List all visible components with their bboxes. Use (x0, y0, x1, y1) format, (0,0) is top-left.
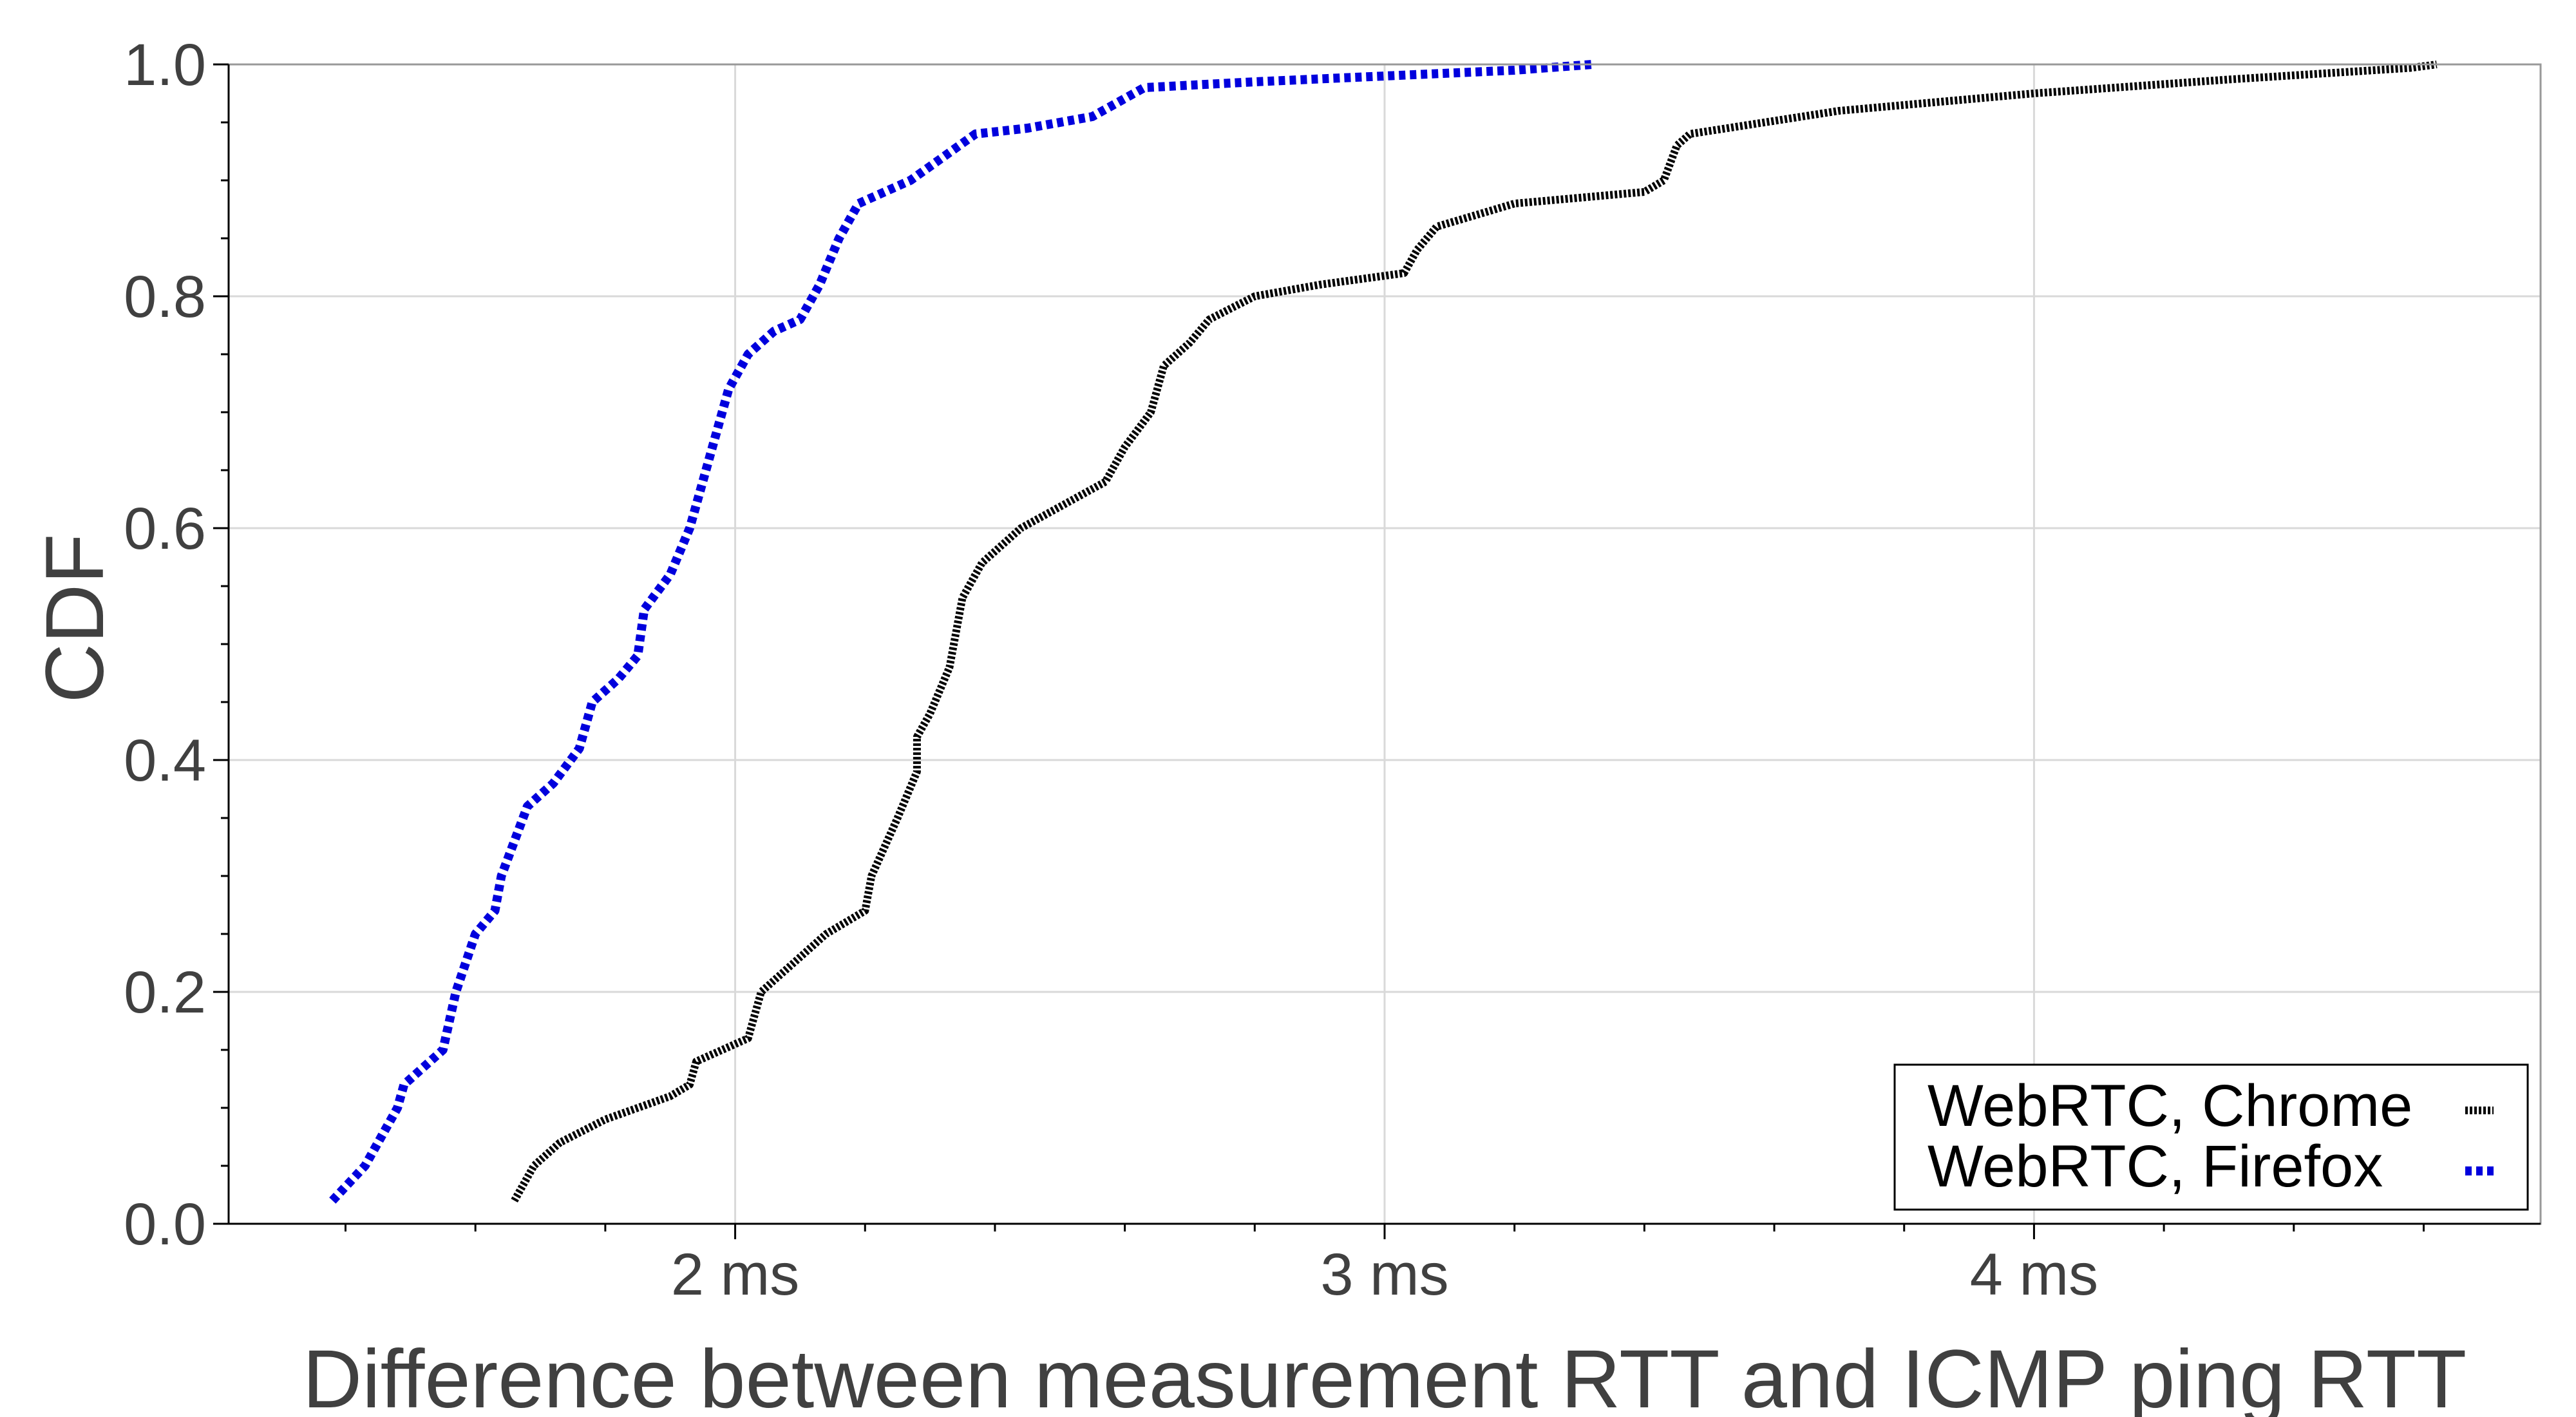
y-tick-label: 0.4 (124, 728, 206, 794)
legend: WebRTC, Chrome WebRTC, Firefox (1893, 1063, 2529, 1211)
series-lines (329, 60, 2438, 1204)
y-tick-label: 0.6 (124, 496, 206, 562)
grid-lines (229, 64, 2541, 1224)
y-tick-label: 0.0 (124, 1192, 206, 1257)
series-line-firefox (329, 60, 1593, 1204)
y-tick-label: 0.2 (124, 960, 206, 1025)
legend-label-firefox: WebRTC, Firefox (1927, 1134, 2383, 1199)
y-tick-label: 1.0 (124, 32, 206, 98)
tick-labels: 0.0 0.2 0.4 0.6 0.8 1.0 2 ms 3 ms 4 ms (124, 32, 2098, 1308)
x-tick-label: 4 ms (1970, 1242, 2098, 1308)
y-tick-label: 0.8 (124, 264, 206, 330)
x-tick-label: 2 ms (671, 1242, 799, 1308)
axes (213, 63, 2542, 1239)
x-tick-label: 3 ms (1320, 1242, 1448, 1308)
y-axis-title: CDF (29, 533, 121, 703)
legend-box (1893, 1063, 2529, 1211)
x-axis-title: Difference between measurement RTT and I… (303, 1333, 2467, 1417)
series-line-chrome (511, 61, 2438, 1203)
legend-label-chrome: WebRTC, Chrome (1927, 1073, 2412, 1139)
